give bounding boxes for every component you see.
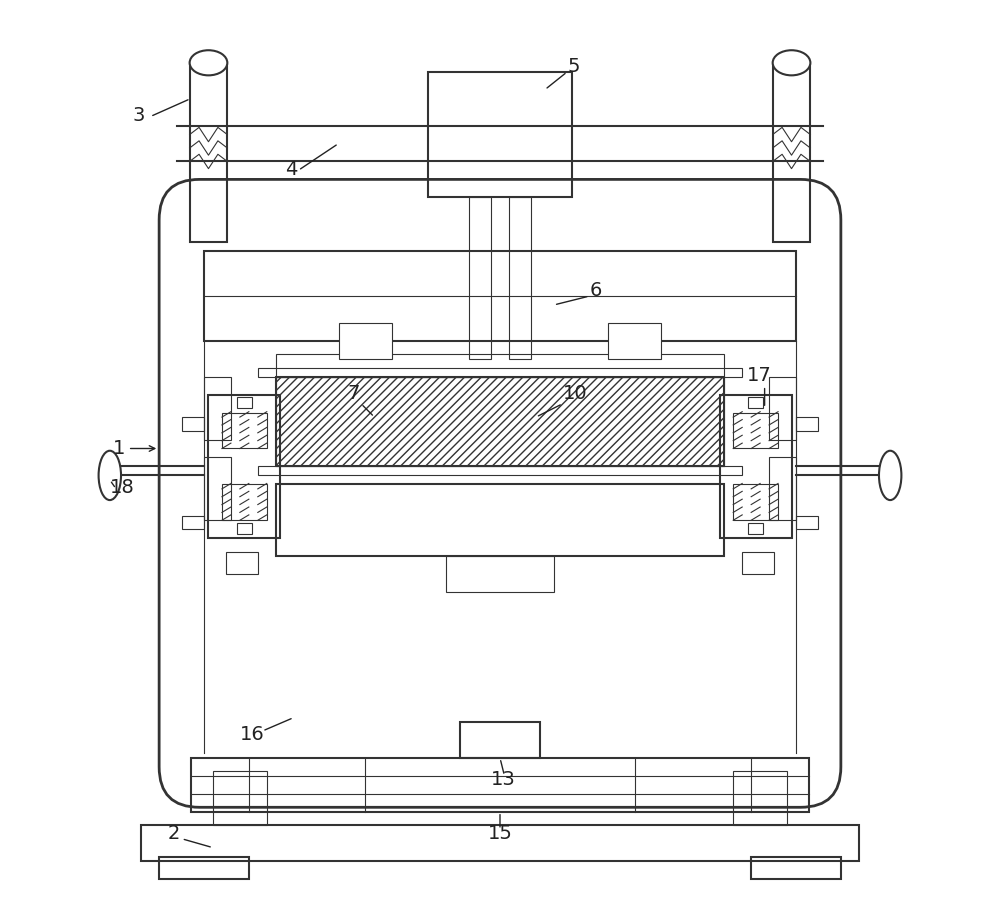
Text: 4: 4	[285, 160, 297, 179]
Bar	[182, 516, 204, 529]
Text: 5: 5	[567, 57, 580, 75]
Bar	[509, 197, 531, 359]
Bar	[226, 552, 258, 574]
Text: 16: 16	[240, 725, 265, 744]
Bar	[733, 484, 778, 520]
Bar	[141, 825, 859, 861]
Bar	[204, 457, 231, 520]
Text: 3: 3	[132, 106, 145, 125]
Bar	[796, 516, 818, 529]
Bar	[204, 251, 796, 341]
Bar	[159, 857, 249, 879]
Text: 15: 15	[488, 823, 512, 842]
Bar	[751, 857, 841, 879]
Bar	[446, 556, 554, 592]
Bar	[276, 484, 724, 556]
Bar	[208, 395, 280, 538]
Text: 17: 17	[747, 366, 771, 385]
Bar	[204, 377, 231, 440]
Bar	[191, 758, 809, 812]
Bar	[608, 323, 661, 359]
Bar	[258, 466, 742, 475]
Bar	[182, 417, 204, 431]
Bar	[769, 457, 796, 520]
Bar	[796, 417, 818, 431]
Bar	[720, 395, 792, 538]
Text: 18: 18	[110, 478, 135, 497]
Bar	[276, 377, 724, 466]
Bar	[469, 197, 491, 359]
Bar	[339, 323, 392, 359]
Ellipse shape	[773, 50, 810, 75]
Text: 10: 10	[563, 384, 587, 403]
Bar	[222, 413, 267, 448]
Text: 2: 2	[168, 823, 180, 842]
Bar	[190, 63, 227, 242]
Bar	[742, 552, 774, 574]
Bar	[237, 397, 252, 408]
Bar	[733, 413, 778, 448]
Bar	[237, 523, 252, 534]
Bar	[276, 377, 724, 466]
Bar	[748, 397, 763, 408]
Ellipse shape	[879, 451, 901, 501]
Bar	[222, 484, 267, 520]
Bar	[460, 722, 540, 758]
Text: 1: 1	[113, 439, 125, 458]
Text: 6: 6	[590, 281, 602, 300]
Bar	[773, 63, 810, 242]
Bar	[258, 368, 742, 377]
Text: 7: 7	[348, 384, 360, 403]
Text: 13: 13	[491, 770, 516, 788]
Bar	[213, 771, 267, 825]
Bar	[748, 523, 763, 534]
Ellipse shape	[190, 50, 227, 75]
Ellipse shape	[99, 451, 121, 501]
Bar	[276, 354, 724, 377]
Bar	[769, 377, 796, 440]
Bar	[733, 771, 787, 825]
Bar	[428, 72, 572, 197]
